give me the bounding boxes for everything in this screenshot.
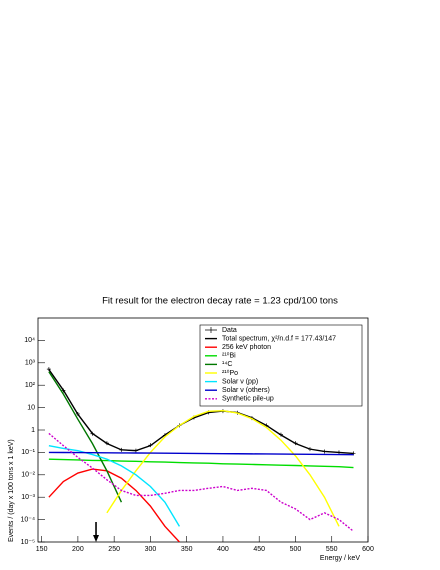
series-line	[48, 451, 354, 456]
arrow-head	[93, 535, 100, 542]
x-tick-label: 300	[145, 546, 157, 553]
series-line	[48, 371, 123, 503]
x-tick-label: 500	[290, 546, 302, 553]
legend-label: Solar ν (pp)	[222, 378, 258, 385]
legend-label: ¹⁴C	[222, 361, 232, 368]
y-tick-label: 10⁻³	[21, 494, 35, 501]
y-tick-label: 10⁴	[24, 337, 35, 344]
legend-label: ²¹⁰Bi	[222, 352, 236, 360]
legend-symbol	[205, 327, 217, 333]
y-tick-label: 10⁻²	[21, 472, 35, 479]
x-axis-label: Energy / keV	[320, 555, 360, 562]
y-tick-label: 10⁻⁵	[21, 539, 35, 546]
chart-title: Fit result for the electron decay rate =…	[102, 296, 338, 307]
x-tick-label: 200	[72, 546, 84, 553]
plot-area	[46, 367, 356, 542]
series-line	[48, 444, 181, 527]
x-tick-label: 400	[217, 546, 229, 553]
legend-label: Synthetic pile-up	[222, 396, 274, 403]
y-tick-label: 10³	[25, 360, 36, 367]
x-tick-label: 150	[36, 546, 48, 553]
y-tick-label: 10⁻¹	[21, 449, 35, 456]
series-line	[106, 409, 340, 527]
x-tick-label: 350	[181, 546, 193, 553]
series-line	[48, 369, 354, 455]
series-line	[48, 468, 180, 542]
x-tick-label: 450	[253, 546, 265, 553]
legend-label: Data	[222, 327, 237, 334]
series-line	[48, 458, 354, 469]
legend-label: Total spectrum, χ²/n.d.f = 177.43/147	[222, 335, 336, 342]
legend-label: Solar ν (others)	[222, 387, 270, 394]
legend-label: 256 keV photon	[222, 344, 271, 351]
x-tick-label: 600	[362, 546, 374, 553]
legend-box	[199, 324, 363, 407]
y-tick-label: 10²	[25, 382, 36, 389]
series-line	[48, 432, 354, 532]
y-axis-label: Events / (day x 100 tons x 1 keV)	[8, 439, 15, 542]
y-tick-label: 10⁻⁴	[21, 516, 36, 523]
x-tick-label: 550	[326, 546, 338, 553]
y-tick-label: 10	[27, 404, 35, 411]
legend-label: ²¹⁰Po	[222, 369, 238, 377]
y-tick-label: 1	[31, 427, 35, 434]
x-tick-label: 250	[108, 546, 120, 553]
